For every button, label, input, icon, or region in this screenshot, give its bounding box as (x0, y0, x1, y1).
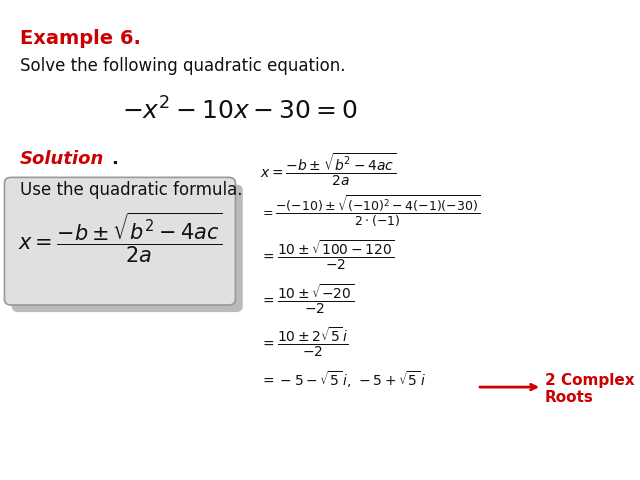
FancyBboxPatch shape (12, 184, 243, 312)
Text: $= \dfrac{10 \pm 2\sqrt{5}\,i}{-2}$: $= \dfrac{10 \pm 2\sqrt{5}\,i}{-2}$ (260, 325, 348, 359)
Text: $= \dfrac{-(-10) \pm \sqrt{(-10)^2 - 4(-1)(-30)}}{2 \cdot (-1)}$: $= \dfrac{-(-10) \pm \sqrt{(-10)^2 - 4(-… (260, 193, 481, 229)
Text: $= \dfrac{10 \pm \sqrt{100 - 120}}{-2}$: $= \dfrac{10 \pm \sqrt{100 - 120}}{-2}$ (260, 239, 395, 272)
Text: Solution: Solution (20, 150, 104, 168)
Text: $-x^2-10x-30=0$: $-x^2-10x-30=0$ (122, 97, 358, 125)
Text: $x = \dfrac{-b \pm \sqrt{b^2 - 4ac}}{2a}$: $x = \dfrac{-b \pm \sqrt{b^2 - 4ac}}{2a}… (260, 152, 396, 189)
Text: Use the quadratic formula.: Use the quadratic formula. (20, 180, 242, 199)
Text: 2 Complex
Roots: 2 Complex Roots (545, 373, 634, 405)
FancyBboxPatch shape (4, 178, 236, 305)
Text: $= \dfrac{10 \pm \sqrt{-20}}{-2}$: $= \dfrac{10 \pm \sqrt{-20}}{-2}$ (260, 283, 354, 316)
Text: $= -5 - \sqrt{5}\,i,\,-5 + \sqrt{5}\,i$: $= -5 - \sqrt{5}\,i,\,-5 + \sqrt{5}\,i$ (260, 369, 426, 390)
Text: Solve the following quadratic equation.: Solve the following quadratic equation. (20, 57, 345, 75)
Text: Example 6.: Example 6. (20, 29, 141, 48)
Text: .: . (111, 150, 118, 168)
Text: $x = \dfrac{-b \pm \sqrt{b^2 - 4ac}}{2a}$: $x = \dfrac{-b \pm \sqrt{b^2 - 4ac}}{2a}… (18, 210, 223, 265)
